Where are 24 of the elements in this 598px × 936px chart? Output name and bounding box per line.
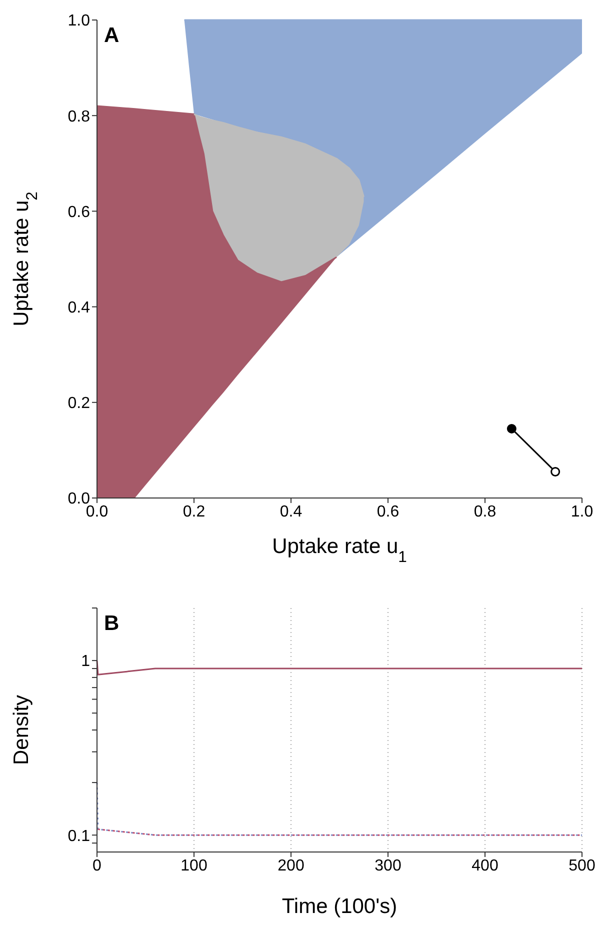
x-tick-label: 0.4 xyxy=(280,503,302,520)
x-axis-title: Uptake rate u$_{1}$ xyxy=(272,535,407,566)
chart-title: A xyxy=(104,24,120,48)
x-tick-label: 0.0 xyxy=(86,503,108,520)
x-tick-label: 400 xyxy=(472,857,498,874)
x-tick-label: 0 xyxy=(92,857,102,874)
x-tick-label: 0.6 xyxy=(376,503,400,520)
y-tick-label: 0.2 xyxy=(68,395,90,412)
y-tick-label: 1.0 xyxy=(68,12,90,30)
y-axis-title: Density xyxy=(10,694,33,766)
y-tick-label: 0.6 xyxy=(68,204,90,221)
y-tick-label: 1 xyxy=(81,653,90,670)
x-tick-label: 500 xyxy=(568,857,596,874)
x-tick-label: 1.0 xyxy=(570,503,594,520)
x-tick-label: 0.8 xyxy=(474,503,496,520)
y-tick-label: 0.1 xyxy=(68,828,90,845)
x-axis-title: Time (100's) xyxy=(282,895,398,918)
x-tick-label: 100 xyxy=(180,857,208,874)
x-tick-label: 300 xyxy=(374,857,402,874)
chart-title: B xyxy=(104,612,120,636)
x-tick-label: 200 xyxy=(278,857,304,874)
y-tick-label: 0.8 xyxy=(68,108,90,126)
y-tick-label: 0.4 xyxy=(68,299,90,316)
x-tick-label: 0.2 xyxy=(182,503,206,520)
